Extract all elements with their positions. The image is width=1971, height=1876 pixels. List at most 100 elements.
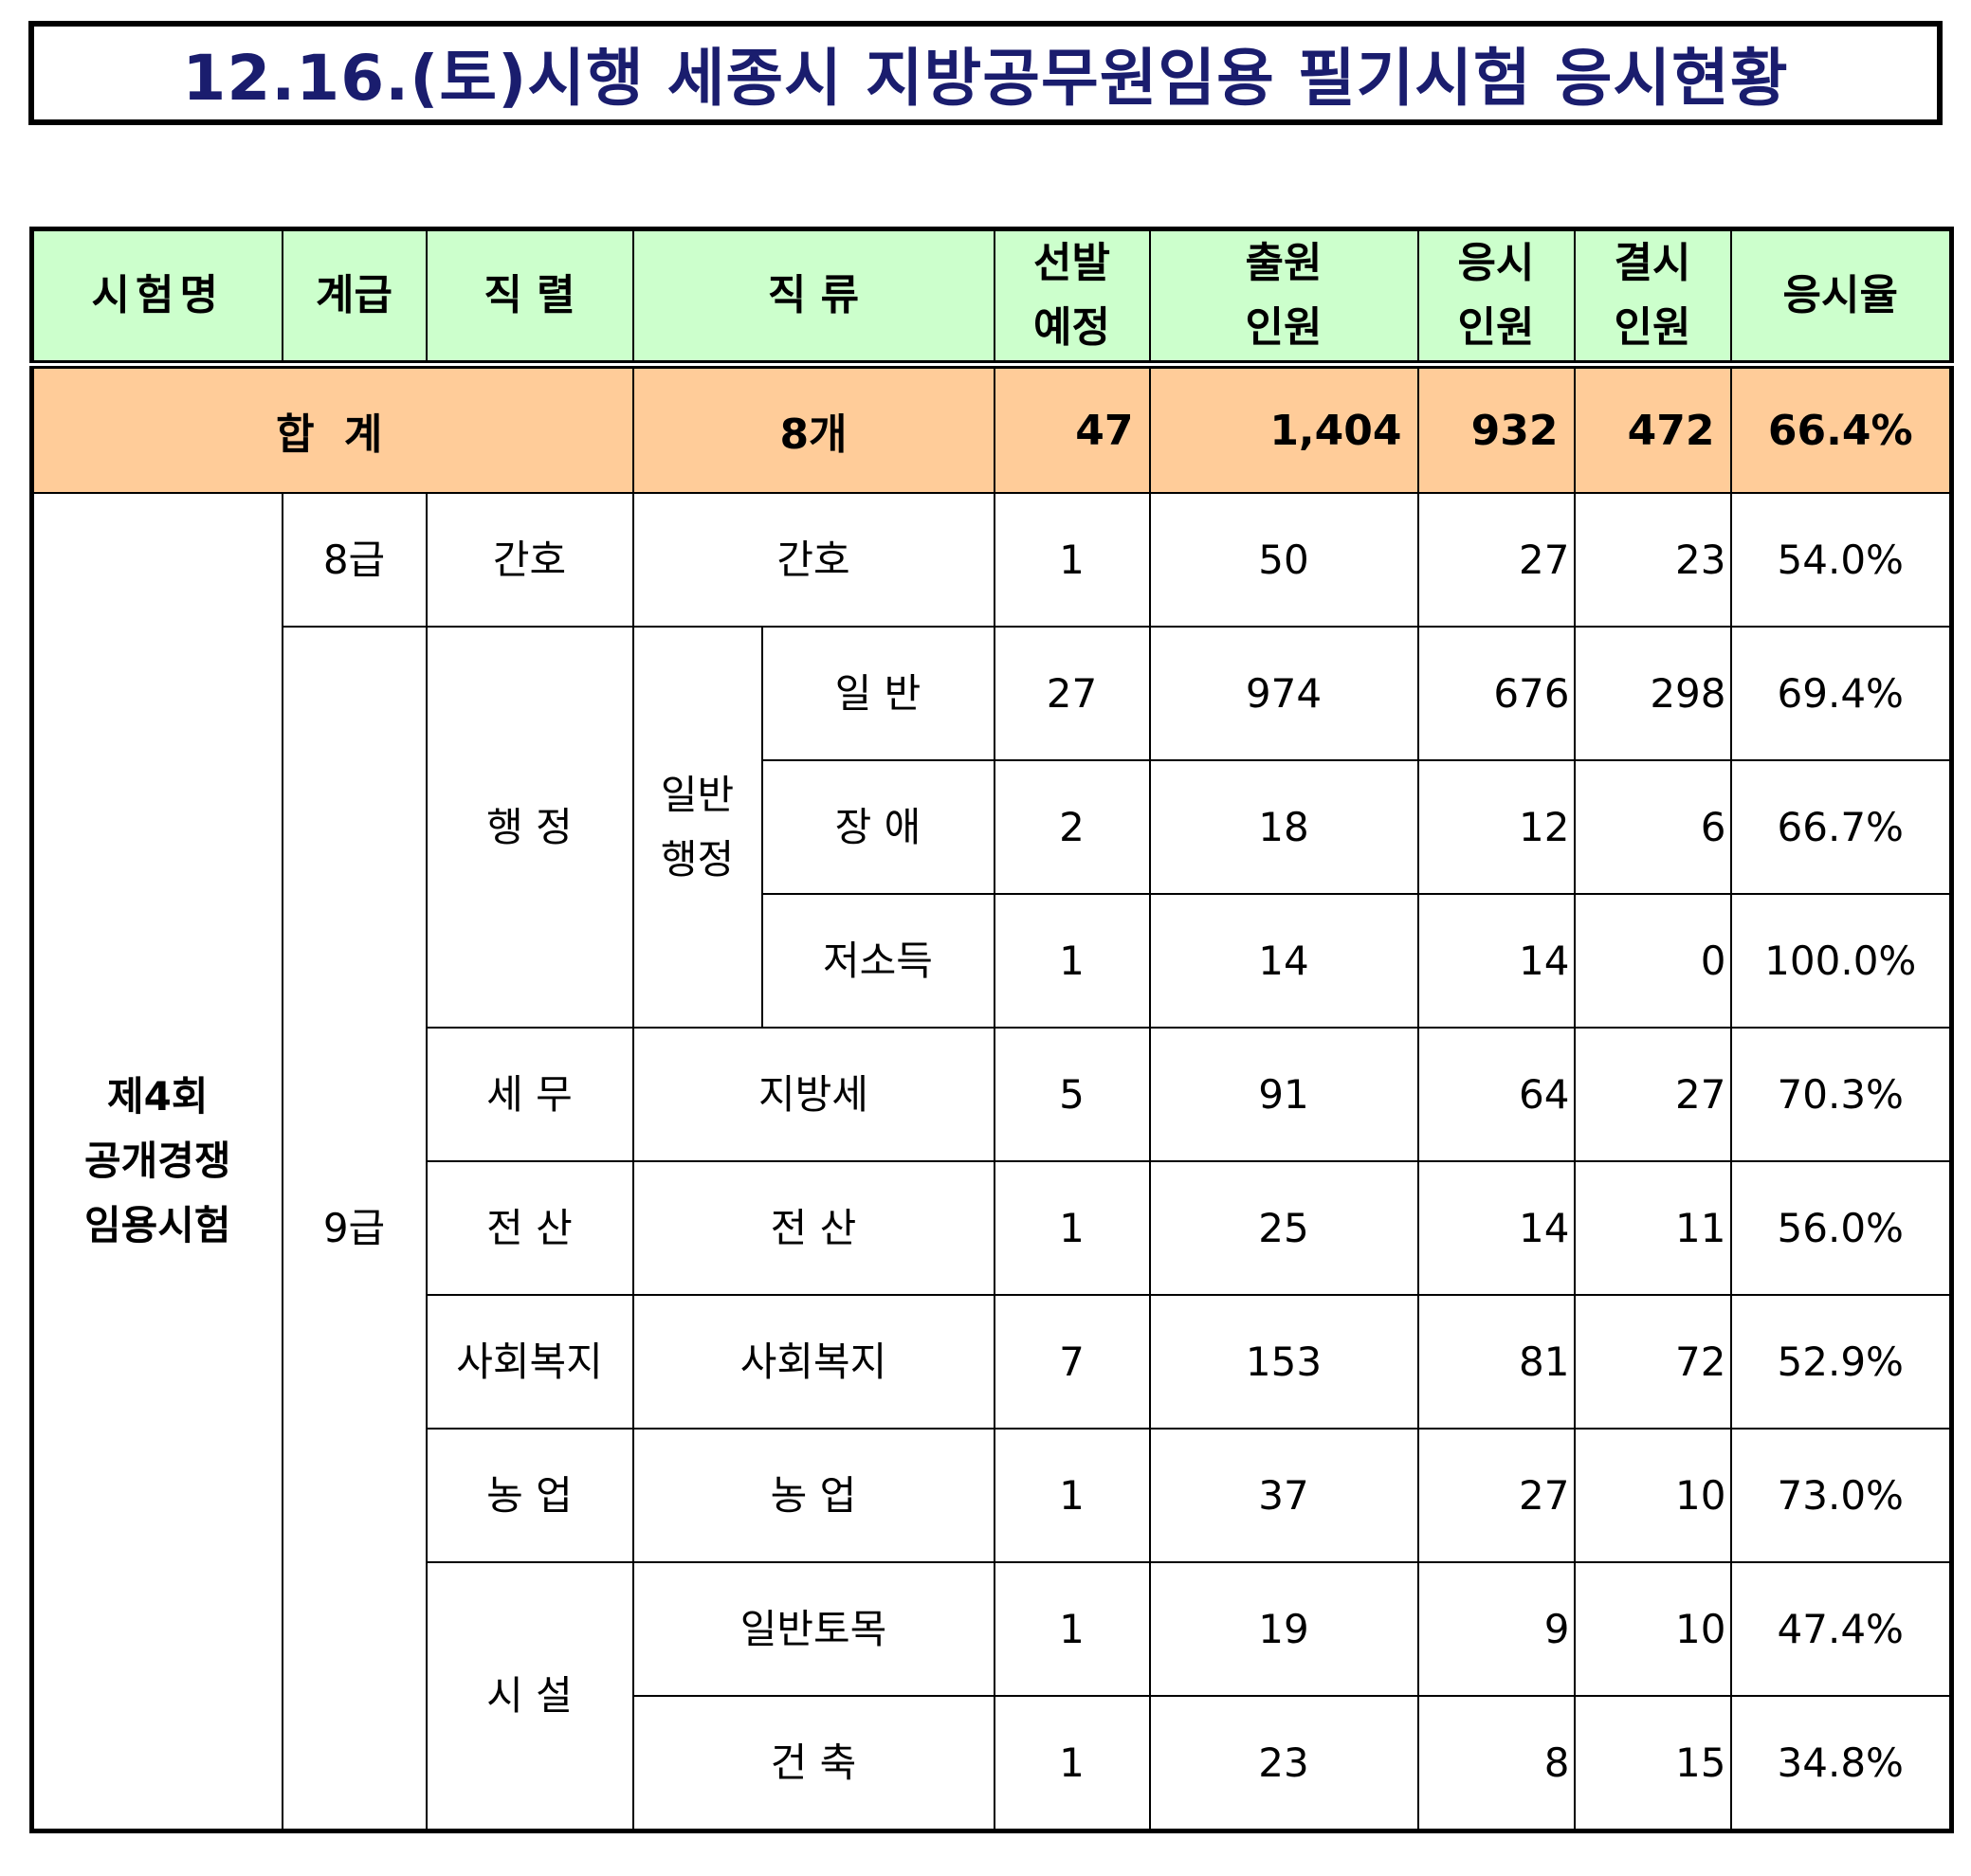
planned-cell: 1 (993, 492, 1151, 628)
absentees-cell: 6 (1573, 759, 1732, 895)
absentees-cell: 23 (1573, 492, 1732, 628)
total-label: 합 계 (30, 360, 634, 494)
absentees-cell: 15 (1573, 1695, 1732, 1832)
rate-cell: 66.7% (1729, 759, 1953, 895)
takers-cell: 27 (1416, 1428, 1576, 1563)
category-cell: 전 산 (631, 1160, 995, 1296)
planned-cell: 27 (993, 626, 1151, 761)
header-absentees: 결시 인원 (1573, 228, 1732, 366)
category-cell: 간호 (631, 492, 995, 628)
takers-cell: 14 (1416, 893, 1576, 1029)
header-takers: 응시 인원 (1416, 228, 1576, 366)
header-series: 직 렬 (425, 228, 634, 366)
absentees-cell: 298 (1573, 626, 1732, 761)
table-row: 전 산 전 산 1 25 14 11 56.0% (32, 1160, 1953, 1296)
category-cell: 장 애 (760, 759, 995, 895)
rate-cell: 54.0% (1729, 492, 1953, 628)
category-cell: 사회복지 (631, 1294, 995, 1430)
rate-cell: 34.8% (1729, 1695, 1953, 1832)
applicants-cell: 91 (1148, 1027, 1419, 1162)
rate-cell: 47.4% (1729, 1561, 1953, 1697)
rate-cell: 56.0% (1729, 1160, 1953, 1296)
table-row: 시 설 일반토목 1 19 9 10 47.4% (32, 1561, 1953, 1832)
table-row: 장 애 2 18 12 6 66.7% (32, 759, 1953, 895)
header-category: 직 류 (631, 228, 995, 366)
total-applicants: 1,404 (1148, 360, 1419, 494)
header-planned: 선발 예정 (993, 228, 1151, 366)
series-simu: 시 설 (425, 1561, 634, 1832)
applicants-cell: 50 (1148, 492, 1419, 628)
takers-cell: 81 (1416, 1294, 1576, 1430)
absentees-cell: 10 (1573, 1561, 1732, 1697)
absentees-cell: 10 (1573, 1428, 1732, 1563)
planned-cell: 5 (993, 1027, 1151, 1162)
table-row: 농 업 농 업 1 37 27 10 73.0% (32, 1428, 1953, 1563)
category-cell: 일 반 (760, 626, 995, 761)
table-row: 사회복지 사회복지 7 153 81 72 52.9% (32, 1294, 1953, 1430)
rate-cell: 73.0% (1729, 1428, 1953, 1563)
subseries-ilban-haengjeong: 일반 행정 (631, 626, 763, 1029)
table-row: 세 무 지방세 5 91 64 27 70.3% (32, 1027, 1953, 1162)
grade-9: 9급 (281, 626, 428, 1832)
category-cell: 저소득 (760, 893, 995, 1029)
takers-cell: 64 (1416, 1027, 1576, 1162)
applicants-cell: 18 (1148, 759, 1419, 895)
takers-cell: 9 (1416, 1561, 1576, 1697)
absentees-cell: 11 (1573, 1160, 1732, 1296)
planned-cell: 1 (993, 1695, 1151, 1832)
total-count: 8개 (631, 360, 995, 494)
exam-status-table: 시험명 계급 직 렬 직 류 선발 예정 출원 인원 응시 인원 결시 인원 응… (29, 227, 1954, 1833)
header-exam: 시험명 (30, 228, 283, 366)
applicants-cell: 153 (1148, 1294, 1419, 1430)
category-cell: 일반토목 (631, 1561, 995, 1697)
rate-cell: 70.3% (1729, 1027, 1953, 1162)
header-grade: 계급 (281, 228, 428, 366)
series-cell: 사회복지 (425, 1294, 634, 1430)
grade-8: 8급 (281, 492, 428, 628)
series-cell: 간호 (425, 492, 634, 628)
header-applicants: 출원 인원 (1148, 228, 1419, 366)
header-row: 시험명 계급 직 렬 직 류 선발 예정 출원 인원 응시 인원 결시 인원 응… (30, 228, 1953, 366)
total-rate: 66.4% (1729, 360, 1953, 494)
category-cell: 농 업 (631, 1428, 995, 1563)
table-row: 9급 행 정 일반 행정 일 반 27 974 676 298 69.4% (32, 626, 1953, 1832)
total-row: 합 계 8개 47 1,404 932 472 66.4% (30, 360, 1953, 494)
planned-cell: 7 (993, 1294, 1151, 1430)
absentees-cell: 27 (1573, 1027, 1732, 1162)
planned-cell: 1 (993, 893, 1151, 1029)
absentees-cell: 72 (1573, 1294, 1732, 1430)
absentees-cell: 0 (1573, 893, 1732, 1029)
table-row: 제4회 공개경쟁 임용시험 8급 간호 간호 1 50 27 23 54.0% (30, 492, 1953, 1832)
rate-cell: 69.4% (1729, 626, 1953, 761)
planned-cell: 2 (993, 759, 1151, 895)
takers-cell: 8 (1416, 1695, 1576, 1832)
applicants-cell: 974 (1148, 626, 1419, 761)
series-cell: 농 업 (425, 1428, 634, 1563)
takers-cell: 676 (1416, 626, 1576, 761)
takers-cell: 27 (1416, 492, 1576, 628)
planned-cell: 1 (993, 1160, 1151, 1296)
exam-name: 제4회 공개경쟁 임용시험 (30, 492, 283, 1832)
takers-cell: 12 (1416, 759, 1576, 895)
applicants-cell: 19 (1148, 1561, 1419, 1697)
series-cell: 전 산 (425, 1160, 634, 1296)
total-absentees: 472 (1573, 360, 1732, 494)
applicants-cell: 23 (1148, 1695, 1419, 1832)
table-row: 저소득 1 14 14 0 100.0% (32, 893, 1953, 1029)
table-row: 건 축 1 23 8 15 34.8% (32, 1695, 1953, 1832)
category-cell: 지방세 (631, 1027, 995, 1162)
total-planned: 47 (993, 360, 1151, 494)
category-cell: 건 축 (631, 1695, 995, 1832)
applicants-cell: 37 (1148, 1428, 1419, 1563)
series-cell: 세 무 (425, 1027, 634, 1162)
rate-cell: 100.0% (1729, 893, 1953, 1029)
rate-cell: 52.9% (1729, 1294, 1953, 1430)
total-takers: 932 (1416, 360, 1576, 494)
title-box: 12.16.(토)시행 세종시 지방공무원임용 필기시험 응시현황 (28, 21, 1943, 125)
applicants-cell: 25 (1148, 1160, 1419, 1296)
planned-cell: 1 (993, 1428, 1151, 1563)
takers-cell: 14 (1416, 1160, 1576, 1296)
applicants-cell: 14 (1148, 893, 1419, 1029)
header-rate: 응시율 (1729, 228, 1953, 366)
series-haengjeong: 행 정 (425, 626, 634, 1029)
